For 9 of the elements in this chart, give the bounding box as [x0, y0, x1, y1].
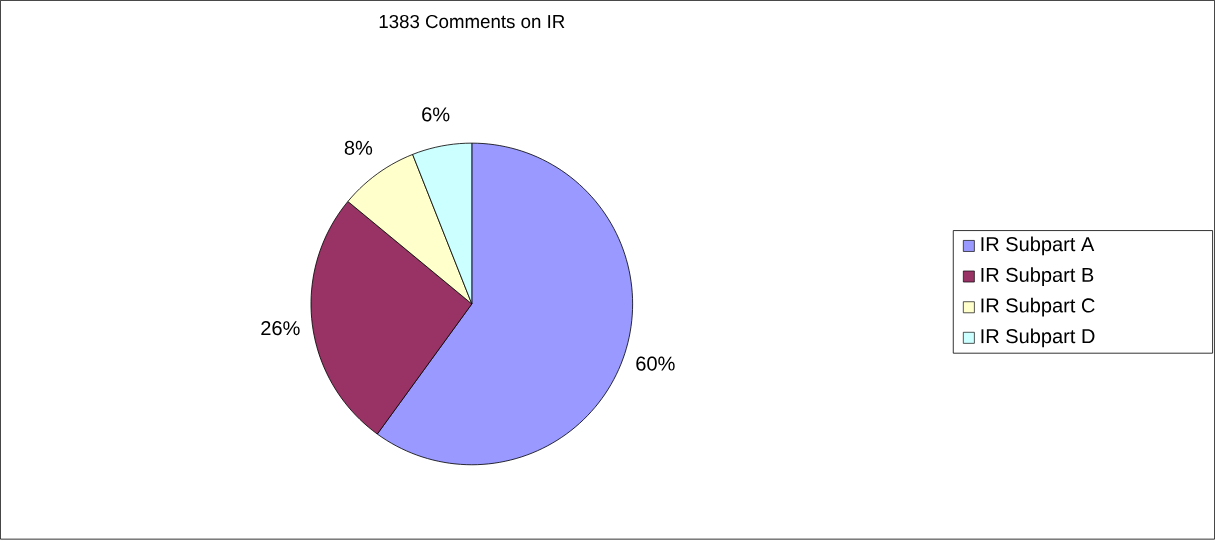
legend-label: IR Subpart B [981, 267, 1094, 287]
data-label: 60% [636, 356, 675, 371]
legend-label: IR Subpart C [981, 298, 1095, 317]
data-label: 8% [344, 140, 373, 156]
chart-title: 1383 Comments on IR [379, 15, 565, 29]
legend-label: IR Subpart D [981, 328, 1095, 348]
data-label: 6% [422, 107, 450, 122]
legend-label: IR Subpart A [981, 236, 1095, 256]
data-label: 26% [261, 321, 300, 336]
